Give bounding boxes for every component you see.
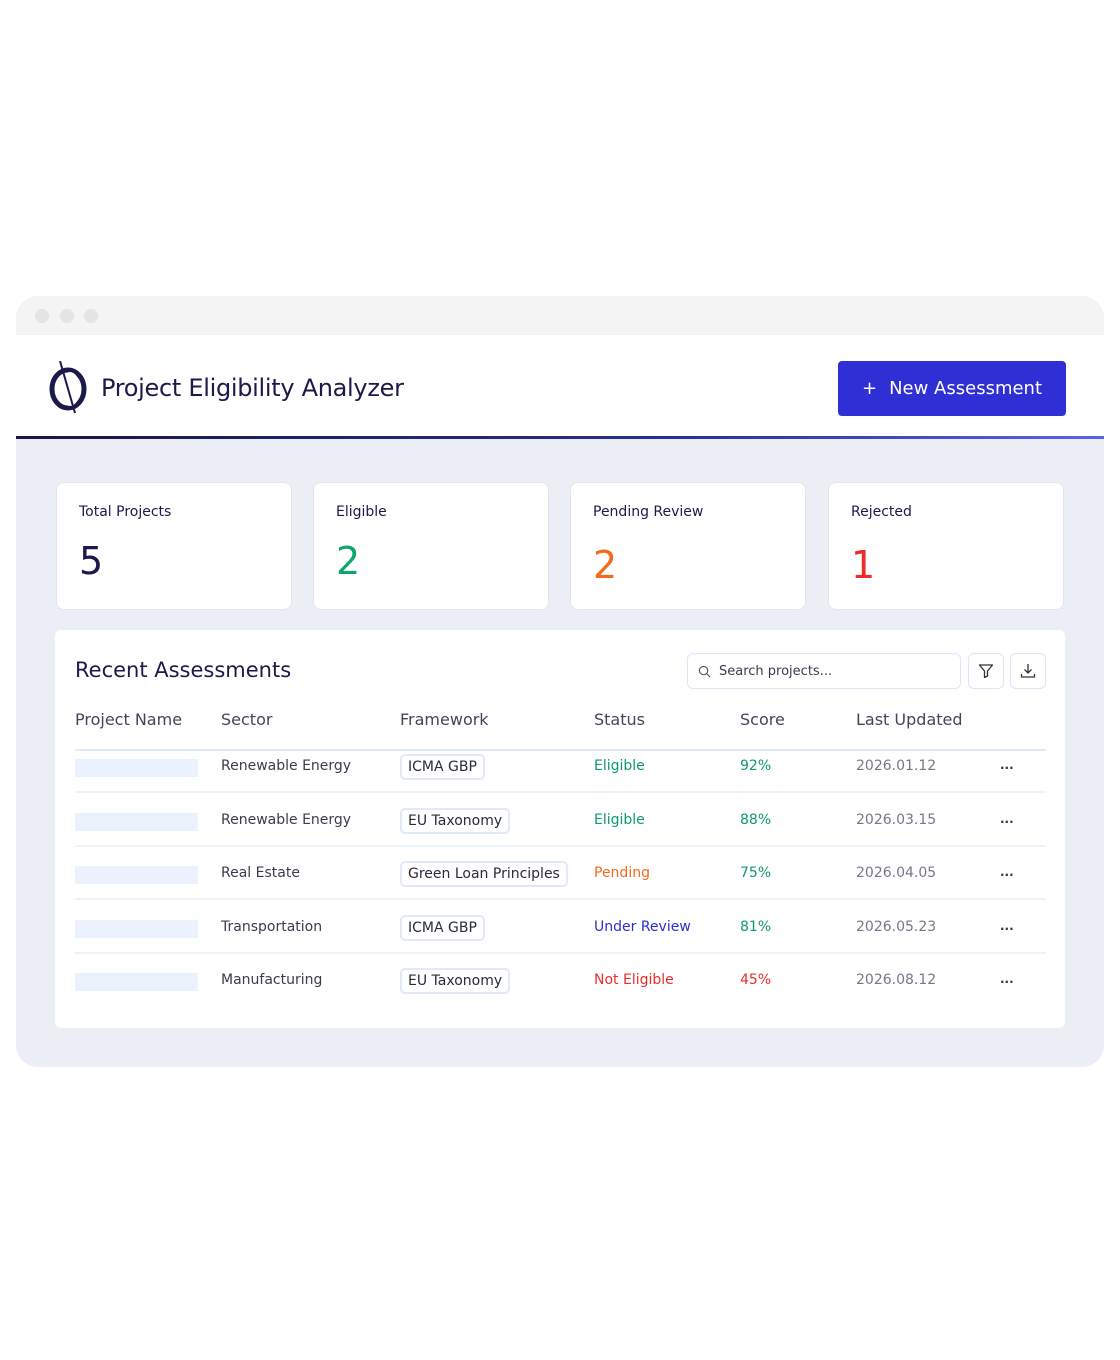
last-updated-cell: 2026.03.15 <box>856 811 937 828</box>
column-header-status[interactable]: Status <box>594 710 645 729</box>
download-icon <box>1020 664 1036 678</box>
row-divider <box>75 898 1046 901</box>
search-input[interactable]: Search projects... <box>687 653 961 689</box>
plus-icon: + <box>861 378 878 399</box>
more-actions-button[interactable]: ... <box>1000 758 1014 772</box>
column-header-last-updated[interactable]: Last Updated <box>856 710 963 729</box>
project-name-placeholder <box>75 812 198 831</box>
framework-tag: EU Taxonomy <box>400 807 511 834</box>
project-name-placeholder <box>75 759 198 777</box>
table-row[interactable]: Transportation ICMA GBP Under Review 81%… <box>55 914 1065 979</box>
framework-tag: Green Loan Principles <box>400 861 568 888</box>
project-name-placeholder <box>75 866 198 885</box>
more-actions-button[interactable]: ... <box>1000 865 1014 880</box>
status-cell: Not Eligible <box>594 972 674 989</box>
row-divider <box>75 844 1046 847</box>
title-bar <box>16 296 1104 335</box>
table-row[interactable]: Renewable Energy ICMA GBP Eligible 92% 2… <box>55 754 1065 818</box>
stat-label: Rejected <box>851 504 912 520</box>
stat-label: Total Projects <box>79 504 172 520</box>
score-cell: 92% <box>740 758 772 774</box>
score-cell: 75% <box>740 865 772 882</box>
table-row[interactable]: Real Estate Green Loan Principles Pendin… <box>55 861 1065 925</box>
more-actions-button[interactable]: ... <box>1000 972 1014 987</box>
window-maximize-dot[interactable] <box>84 309 98 323</box>
last-updated-cell: 2026.05.23 <box>856 918 937 935</box>
stat-value: 1 <box>851 543 876 587</box>
column-header-project-name[interactable]: Project Name <box>75 710 183 729</box>
project-name-placeholder <box>75 919 198 938</box>
sector-cell: Real Estate <box>221 865 300 882</box>
framework-tag: ICMA GBP <box>400 754 485 780</box>
download-button[interactable] <box>1010 653 1046 689</box>
framework-tag: EU Taxonomy <box>400 968 511 995</box>
app-title: Project Eligibility Analyzer <box>101 374 404 402</box>
stat-card-eligible: Eligible 2 <box>313 482 549 610</box>
score-cell: 45% <box>740 972 772 989</box>
status-cell: Pending <box>594 865 650 882</box>
row-divider <box>75 791 1046 793</box>
filter-button[interactable] <box>968 653 1004 689</box>
last-updated-cell: 2026.01.12 <box>856 758 937 774</box>
last-updated-cell: 2026.08.12 <box>856 972 937 989</box>
app-window: Project Eligibility Analyzer + New Assess… <box>16 296 1104 1067</box>
table-row[interactable]: Renewable Energy EU Taxonomy Eligible 88… <box>55 807 1065 872</box>
logo-icon <box>49 361 87 414</box>
recent-assessments-panel: Recent Assessments Search projects... Pr… <box>55 630 1065 1028</box>
last-updated-cell: 2026.04.05 <box>856 865 937 882</box>
project-name-placeholder <box>75 973 198 992</box>
stat-value: 5 <box>79 539 104 583</box>
column-header-sector[interactable]: Sector <box>221 710 273 729</box>
status-cell: Eligible <box>594 811 645 828</box>
more-actions-button[interactable]: ... <box>1000 918 1014 933</box>
sector-cell: Manufacturing <box>221 972 323 989</box>
app-header: Project Eligibility Analyzer + New Assess… <box>16 335 1104 439</box>
search-placeholder: Search projects... <box>719 663 833 679</box>
table-row[interactable]: Manufacturing EU Taxonomy Not Eligible 4… <box>55 968 1065 1032</box>
stat-card-total: Total Projects 5 <box>56 482 292 610</box>
status-cell: Eligible <box>594 758 645 774</box>
new-assessment-button[interactable]: + New Assessment <box>838 361 1066 416</box>
status-cell: Under Review <box>594 918 691 935</box>
sector-cell: Renewable Energy <box>221 811 352 828</box>
stat-value: 2 <box>593 543 618 587</box>
score-cell: 88% <box>740 811 772 828</box>
stat-card-rejected: Rejected 1 <box>828 482 1064 610</box>
stat-label: Pending Review <box>593 504 704 520</box>
framework-tag: ICMA GBP <box>400 914 485 941</box>
column-header-score[interactable]: Score <box>740 710 785 729</box>
filter-icon <box>978 664 994 679</box>
column-header-framework[interactable]: Framework <box>400 710 489 729</box>
header-divider <box>75 749 1046 751</box>
window-minimize-dot[interactable] <box>60 309 74 323</box>
stat-label: Eligible <box>336 504 387 520</box>
stat-card-pending: Pending Review 2 <box>570 482 806 610</box>
row-divider <box>75 951 1046 954</box>
window-close-dot[interactable] <box>35 309 49 323</box>
more-actions-button[interactable]: ... <box>1000 811 1014 826</box>
sector-cell: Renewable Energy <box>221 758 352 774</box>
new-assessment-label: New Assessment <box>889 378 1043 399</box>
search-icon <box>698 665 711 677</box>
sector-cell: Transportation <box>221 918 323 935</box>
stat-value: 2 <box>336 539 361 583</box>
panel-title: Recent Assessments <box>75 658 292 682</box>
score-cell: 81% <box>740 918 772 935</box>
